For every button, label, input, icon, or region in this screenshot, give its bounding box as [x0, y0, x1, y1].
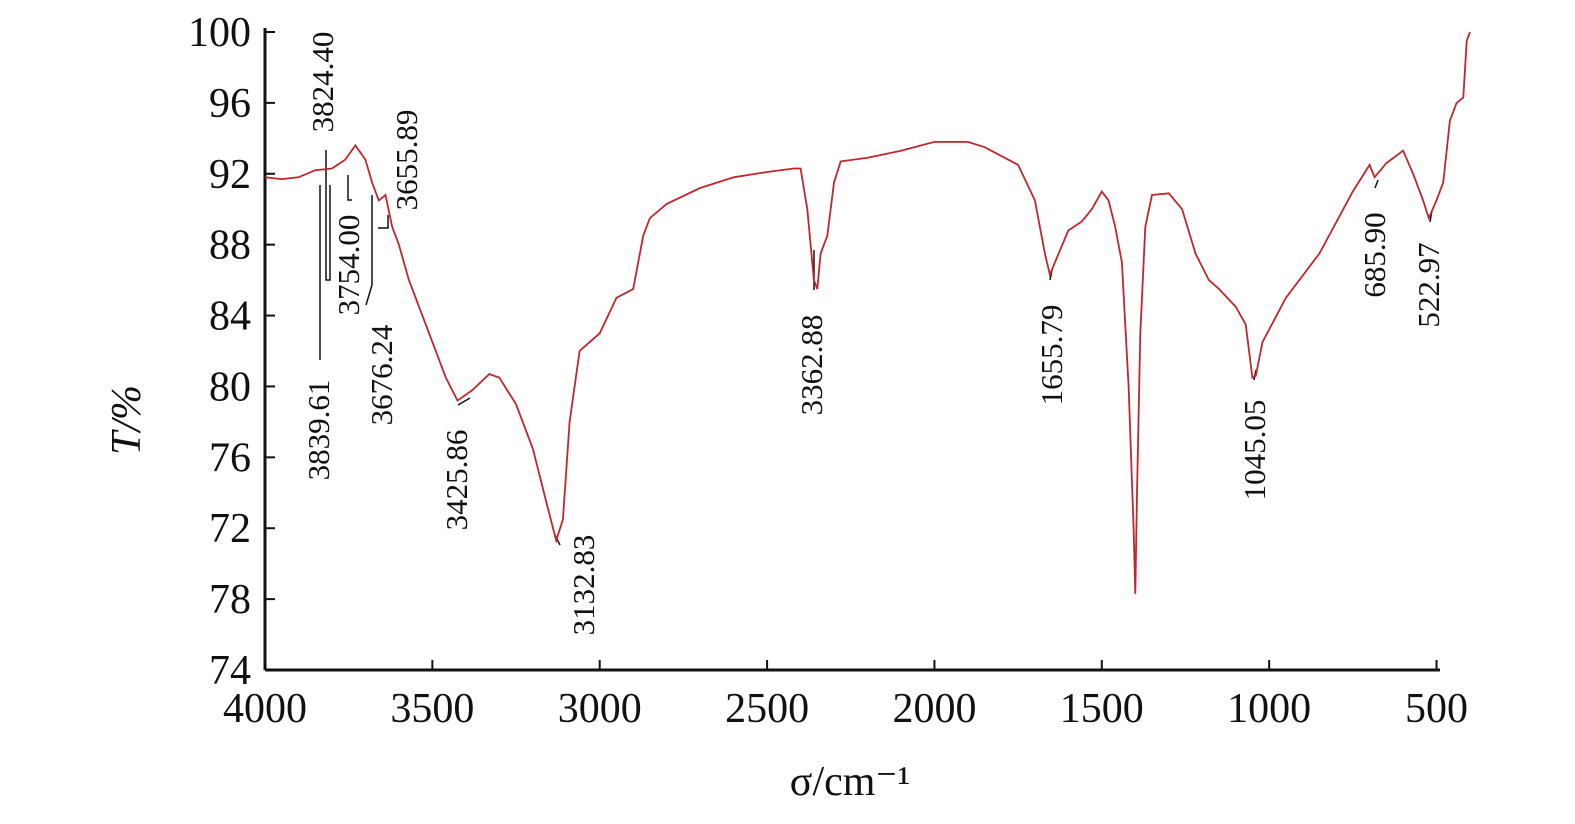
x-tick-label: 1500 [1060, 686, 1144, 732]
y-tick-label: 80 [209, 364, 251, 410]
y-tick-label: 88 [209, 223, 251, 269]
y-tick-label: 96 [209, 81, 251, 127]
leader [365, 195, 373, 306]
peak-label: 3676.24 [364, 324, 399, 425]
y-tick-label: 72 [209, 506, 251, 552]
y-tick-label: 78 [209, 577, 251, 623]
leader [347, 175, 352, 201]
x-axis-label: σ/cm⁻¹ [790, 759, 910, 805]
x-tick-label: 4000 [223, 686, 307, 732]
peak-label: 3655.89 [389, 110, 424, 211]
y-tick-label: 74 [209, 648, 251, 694]
x-tick-label: 1000 [1227, 686, 1311, 732]
leader [325, 150, 331, 281]
leader [1374, 179, 1379, 189]
x-tick-label: 2000 [892, 686, 976, 732]
y-tick-label: 92 [209, 152, 251, 198]
peak-label: 1045.05 [1237, 400, 1272, 501]
peak-label: 3824.40 [305, 32, 340, 133]
peak-label: 522.97 [1411, 242, 1446, 327]
x-tick-label: 3500 [390, 686, 474, 732]
leader-lines [319, 150, 1433, 546]
x-tick-label: 500 [1405, 686, 1468, 732]
peak-label: 685.90 [1357, 212, 1392, 297]
y-tick-label: 84 [209, 294, 251, 340]
peak-label: 3425.86 [439, 430, 474, 531]
y-axis-label: T/% [104, 385, 150, 455]
leader [457, 397, 471, 406]
peak-label: 1655.79 [1034, 305, 1069, 406]
leader [1253, 369, 1257, 381]
peak-label: 3754.00 [331, 215, 366, 316]
x-tick-label: 3000 [558, 686, 642, 732]
spectrum-line [264, 31, 1471, 594]
leader [378, 215, 389, 229]
peak-label: 3362.88 [794, 315, 829, 416]
peak-label: 3132.83 [566, 535, 601, 636]
x-tick-label: 2500 [725, 686, 809, 732]
y-tick-label: 100 [188, 10, 251, 56]
peak-label: 3839.61 [301, 380, 336, 481]
y-tick-label: 76 [209, 435, 251, 481]
